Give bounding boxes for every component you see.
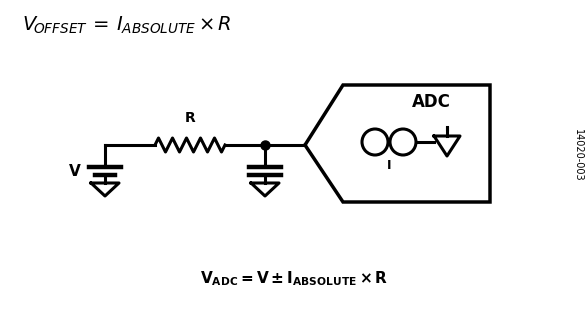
Text: $\mathbf{V_{ADC} = V \pm I_{ABSOLUTE} \times R}$: $\mathbf{V_{ADC} = V \pm I_{ABSOLUTE} \t…: [200, 269, 388, 288]
Text: $\mathit{V}_{\!\mathit{OFFSET}}\,{=}\,\mathit{I}_{\mathit{ABSOLUTE}}\,{\times}\,: $\mathit{V}_{\!\mathit{OFFSET}}\,{=}\,\m…: [22, 15, 231, 36]
Text: ADC: ADC: [412, 93, 451, 111]
Text: R: R: [185, 111, 195, 125]
Text: 14020-003: 14020-003: [573, 129, 583, 181]
Text: V: V: [69, 164, 81, 179]
Text: I: I: [387, 159, 391, 172]
